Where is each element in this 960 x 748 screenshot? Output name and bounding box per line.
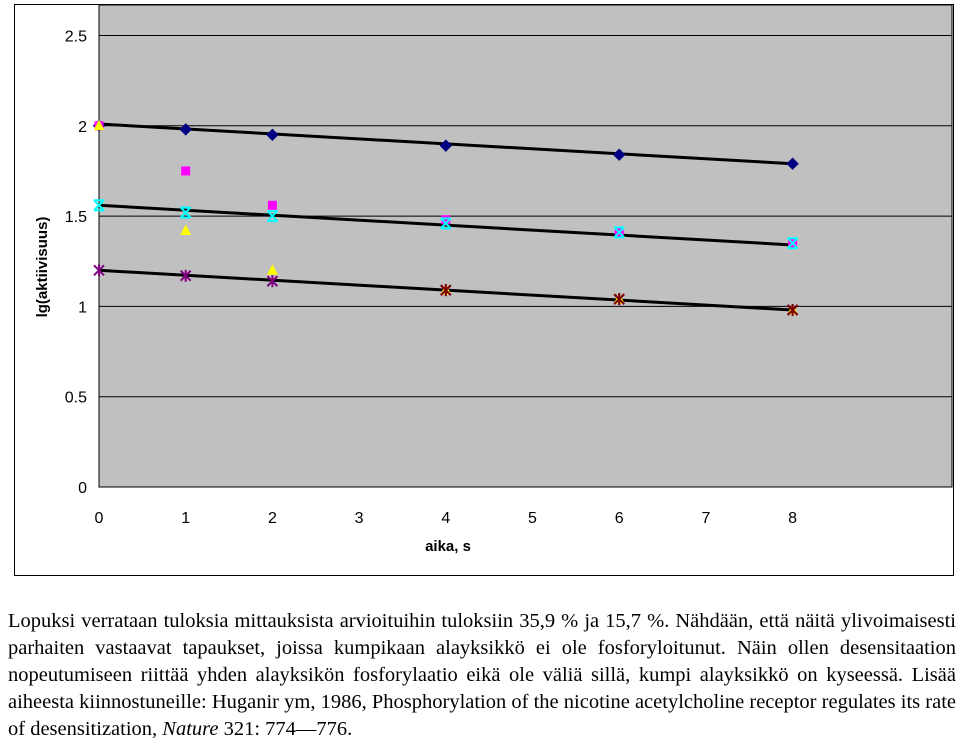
x-tick-label: 6 xyxy=(615,510,624,527)
caption-text-1: Lopuksi verrataan tuloksia mittauksista … xyxy=(8,610,956,740)
data-point xyxy=(179,206,192,219)
x-tick-label: 8 xyxy=(788,510,797,527)
data-point xyxy=(440,284,452,297)
data-point xyxy=(93,264,105,277)
data-point xyxy=(786,304,799,317)
chart-frame: 0 1 2 3 4 5 6 7 8 0 0.5 1 1.5 2 2.5 aika, s lg(aktiiv… xyxy=(14,4,954,576)
y-axis-title: lg(aktiivisuus) xyxy=(34,217,51,318)
y-tick-label: 0.5 xyxy=(65,390,87,407)
data-point xyxy=(266,275,279,288)
y-tick-label: 1 xyxy=(78,299,87,316)
trendline xyxy=(98,203,793,247)
data-point xyxy=(439,139,453,152)
data-point xyxy=(180,224,192,236)
x-tick-label: 1 xyxy=(181,510,190,527)
data-point xyxy=(613,226,625,239)
x-axis-title: aika, s xyxy=(425,538,471,555)
data-point xyxy=(93,119,105,131)
x-tick-label: 5 xyxy=(528,510,537,527)
data-point xyxy=(440,217,452,230)
y-tick-label: 2 xyxy=(78,119,87,136)
data-point xyxy=(786,157,799,170)
data-point xyxy=(266,210,279,223)
y-tick-label: 0 xyxy=(78,480,87,497)
data-point xyxy=(613,293,625,306)
x-tick-label: 7 xyxy=(701,510,710,527)
x-tick-label: 3 xyxy=(355,510,364,527)
data-point xyxy=(93,199,105,212)
plot-area xyxy=(98,5,953,488)
chart-svg: 0 1 2 3 4 5 6 7 8 0 0.5 1 1.5 2 2.5 aika, s lg(aktiiv… xyxy=(34,5,953,555)
caption-journal: Nature xyxy=(162,718,219,740)
caption-text-2: 321: 774—776. xyxy=(218,718,353,740)
x-tick-label: 4 xyxy=(441,510,450,527)
data-point xyxy=(266,264,278,275)
data-point xyxy=(267,200,277,210)
data-point xyxy=(179,269,192,282)
data-point xyxy=(181,166,191,176)
data-point xyxy=(612,148,626,161)
x-tick-label: 2 xyxy=(268,510,277,527)
y-tick-label: 2.5 xyxy=(65,29,87,46)
data-point xyxy=(786,237,799,250)
data-point xyxy=(179,123,192,136)
y-tick-label: 1.5 xyxy=(65,209,87,226)
data-point xyxy=(266,128,279,142)
data-point xyxy=(441,215,451,225)
x-tick-label: 0 xyxy=(95,510,104,527)
caption-paragraph: Lopuksi verrataan tuloksia mittauksista … xyxy=(8,608,956,743)
